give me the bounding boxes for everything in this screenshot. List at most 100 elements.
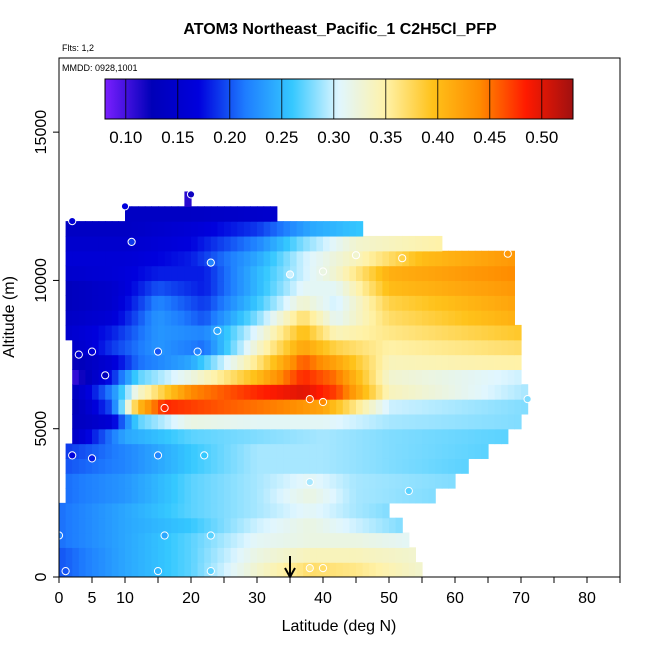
heatmap-cell	[204, 547, 212, 563]
heatmap-cell	[65, 517, 73, 534]
heatmap-cell	[422, 428, 430, 445]
heatmap-cell	[422, 413, 430, 430]
heatmap-cell	[323, 488, 331, 504]
heatmap-cell	[435, 458, 443, 474]
heatmap-cell	[389, 295, 397, 311]
sample-marker	[153, 567, 163, 576]
heatmap-cell	[257, 250, 265, 267]
heatmap-cell	[309, 443, 317, 459]
heatmap-cell	[243, 295, 251, 311]
heatmap-cell	[507, 399, 515, 415]
heatmap-cell	[98, 235, 106, 252]
heatmap-cell	[85, 310, 93, 326]
heatmap-cell	[342, 280, 350, 296]
heatmap-cell	[283, 428, 291, 445]
heatmap-cell	[184, 295, 192, 311]
heatmap-cell	[72, 443, 80, 459]
heatmap-cell	[389, 369, 397, 385]
heatmap-cell	[144, 310, 152, 326]
sample-marker	[68, 451, 77, 460]
heatmap-cell	[422, 250, 430, 267]
heatmap-cell	[290, 354, 298, 370]
heatmap-cell	[507, 339, 515, 356]
heatmap-cell	[461, 265, 469, 282]
heatmap-cell	[78, 339, 86, 356]
heatmap-cell	[217, 399, 225, 415]
heatmap-cell	[270, 265, 278, 282]
heatmap-cell	[356, 443, 364, 459]
heatmap-cell	[270, 547, 278, 563]
heatmap-cell	[461, 428, 469, 445]
heatmap-cell	[125, 458, 133, 474]
heatmap-cell	[488, 250, 496, 267]
heatmap-cell	[151, 235, 159, 252]
heatmap-cell	[309, 399, 317, 415]
heatmap-cell	[263, 339, 271, 356]
heatmap-cell	[402, 428, 410, 445]
heatmap-cell	[243, 443, 251, 459]
heatmap-cell	[342, 339, 350, 356]
heatmap-cell	[474, 428, 482, 445]
heatmap-cell	[118, 280, 126, 296]
heatmap-cell	[375, 235, 383, 252]
heatmap-cell	[323, 324, 331, 341]
heatmap-cell	[217, 517, 225, 534]
heatmap-cell	[408, 295, 416, 311]
heatmap-cell	[78, 369, 86, 385]
heatmap-cell	[144, 265, 152, 282]
heatmap-cell	[164, 547, 172, 563]
heatmap-cell	[98, 384, 106, 400]
heatmap-cell	[85, 324, 93, 341]
heatmap-cell	[474, 399, 482, 415]
heatmap-cell	[191, 206, 199, 222]
heatmap-cell	[257, 532, 265, 548]
heatmap-cell	[488, 339, 496, 356]
heatmap-cell	[270, 488, 278, 504]
heatmap-cell	[105, 532, 113, 548]
heatmap-cell	[111, 562, 119, 577]
heatmap-cell	[349, 384, 357, 400]
heatmap-cell	[151, 502, 159, 519]
heatmap-cell	[111, 443, 119, 459]
heatmap-cell	[389, 310, 397, 326]
heatmap-cell	[468, 354, 476, 370]
heatmap-cell	[408, 280, 416, 296]
heatmap-cell	[85, 369, 93, 385]
heatmap-cell	[125, 310, 133, 326]
heatmap-cell	[296, 399, 304, 415]
heatmap-cell	[171, 458, 179, 474]
heatmap-cell	[408, 369, 416, 385]
heatmap-cell	[72, 532, 80, 548]
heatmap-cell	[290, 339, 298, 356]
heatmap-cell	[441, 295, 449, 311]
heatmap-cell	[78, 324, 86, 341]
heatmap-cell	[283, 384, 291, 400]
heatmap-cell	[92, 235, 100, 252]
heatmap-cell	[382, 399, 390, 415]
sample-marker	[153, 451, 163, 460]
heatmap-cell	[402, 339, 410, 356]
heatmap-cell	[72, 250, 80, 267]
heatmap-cell	[263, 428, 271, 445]
heatmap-cell	[224, 458, 232, 474]
heatmap-cell	[144, 547, 152, 563]
heatmap-cell	[263, 221, 271, 237]
heatmap-cell	[263, 517, 271, 534]
heatmap-cell	[98, 428, 106, 445]
heatmap-cell	[177, 280, 185, 296]
heatmap-cell	[468, 428, 476, 445]
heatmap-cell	[356, 310, 364, 326]
heatmap-cell	[243, 384, 251, 400]
heatmap-cell	[283, 473, 291, 489]
heatmap-cell	[230, 250, 238, 267]
heatmap-cell	[494, 384, 502, 400]
heatmap-cell	[72, 339, 80, 356]
heatmap-cell	[494, 354, 502, 370]
heatmap-cell	[237, 399, 245, 415]
heatmap-cell	[309, 324, 317, 341]
heatmap-cell	[362, 354, 370, 370]
heatmap-cell	[435, 235, 443, 252]
heatmap-cell	[144, 206, 152, 222]
heatmap-cell	[303, 547, 311, 563]
heatmap-cell	[290, 324, 298, 341]
